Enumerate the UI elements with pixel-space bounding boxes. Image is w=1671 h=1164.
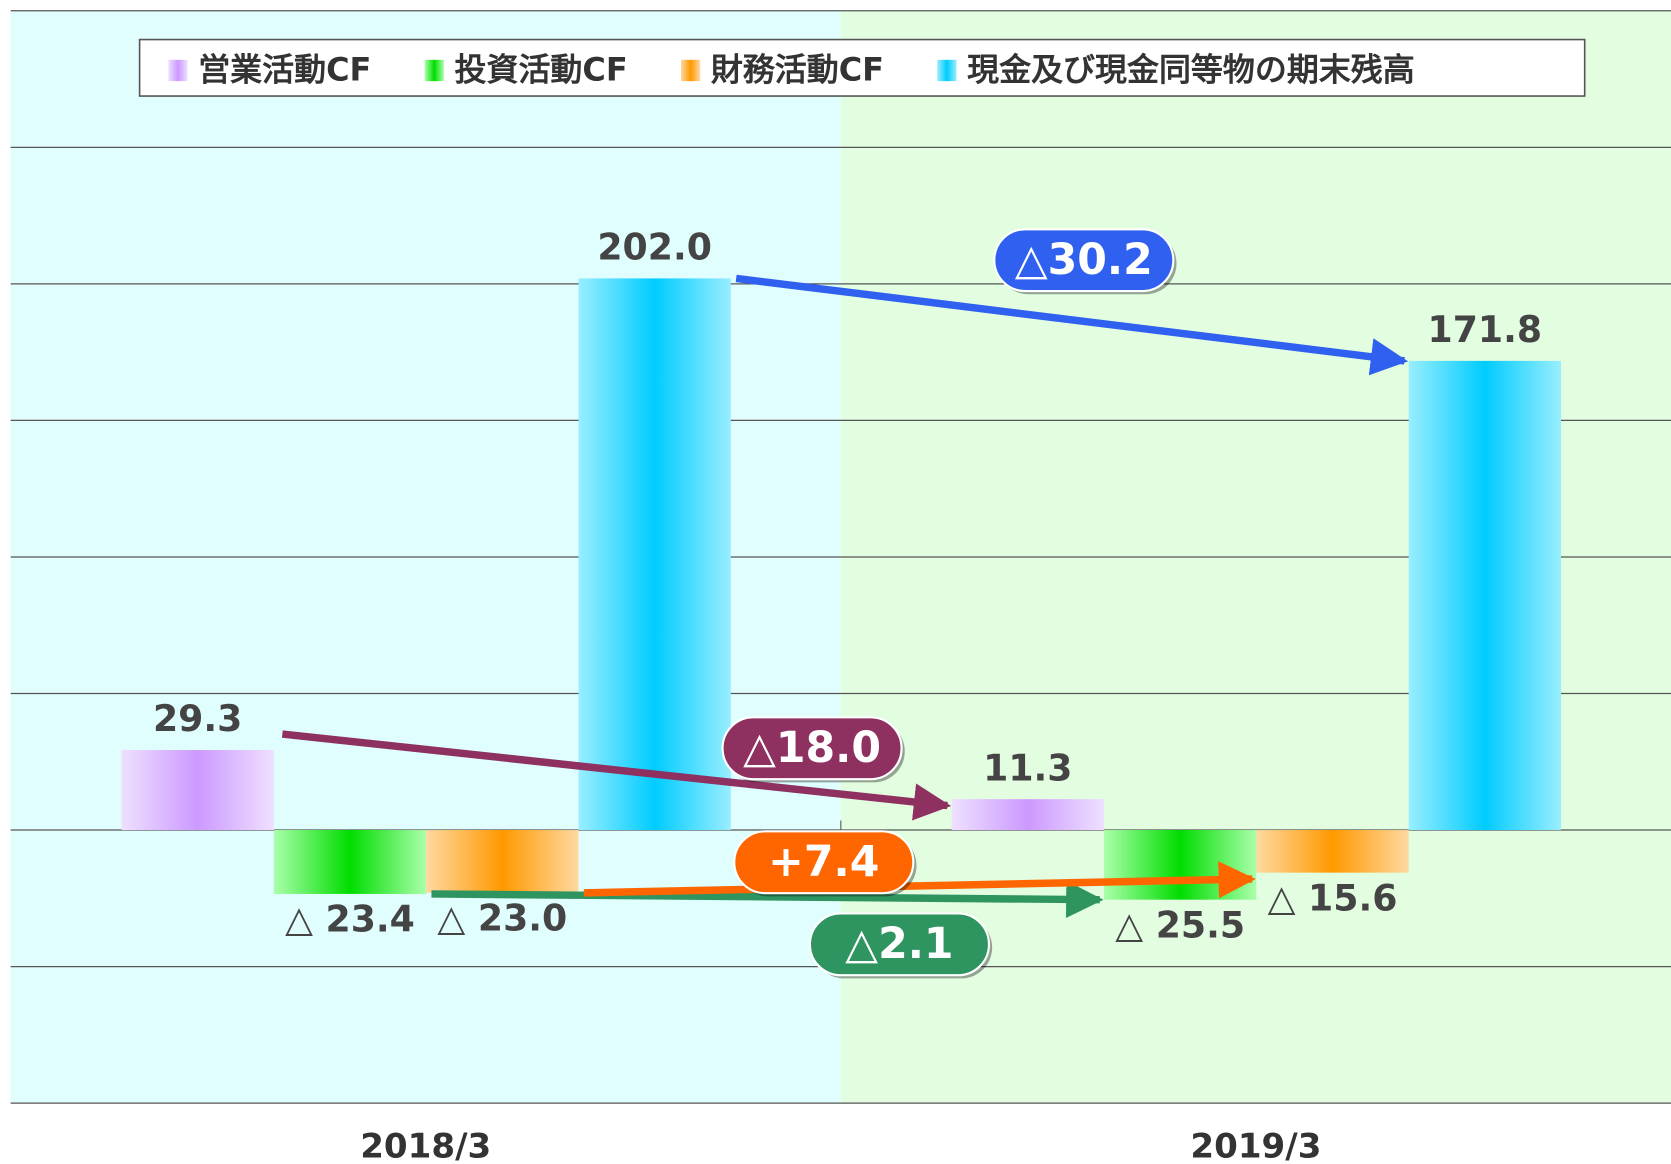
legend-label: 財務活動CF (711, 51, 884, 89)
value-label: 202.0 (597, 226, 712, 269)
legend-swatch (937, 59, 957, 82)
x-tick-label: 2018/3 (360, 1126, 491, 1164)
change-pill (733, 830, 915, 895)
change-label: +7.4 (768, 837, 879, 887)
change-label: △30.2 (1015, 235, 1153, 285)
change-pill (993, 228, 1175, 293)
legend-box (138, 38, 1586, 97)
value-label: 29.3 (153, 697, 242, 740)
legend-swatch (681, 59, 701, 82)
change-arrow (431, 880, 1104, 919)
bar (1103, 830, 1257, 900)
change-arrow (735, 274, 1409, 376)
value-label: 171.8 (1428, 308, 1543, 351)
change-pill (721, 716, 903, 781)
value-label: △ 23.0 (437, 897, 567, 940)
legend-label: 投資活動CF (455, 51, 628, 89)
value-label: △ 15.6 (1268, 876, 1398, 919)
bar (121, 750, 274, 831)
x-tick-label: 2019/3 (1190, 1126, 1321, 1164)
bar (426, 830, 579, 893)
legend-swatch (424, 59, 444, 82)
value-label: △ 25.5 (1115, 903, 1245, 946)
value-label: △ 23.4 (285, 898, 415, 941)
bar (1408, 360, 1562, 831)
change-arrow (281, 730, 952, 821)
bar (578, 278, 731, 831)
bar (1256, 830, 1409, 873)
change-label: △2.1 (845, 919, 953, 969)
legend-label: 現金及び現金同等物の期末残高 (967, 51, 1415, 89)
bar (951, 799, 1104, 831)
bar (273, 830, 427, 894)
legend-swatch (168, 59, 188, 82)
change-arrow (583, 861, 1256, 899)
change-label: △18.0 (743, 723, 881, 773)
value-label: 11.3 (983, 746, 1072, 789)
change-pill (808, 912, 991, 977)
legend-label: 営業活動CF (198, 51, 371, 89)
